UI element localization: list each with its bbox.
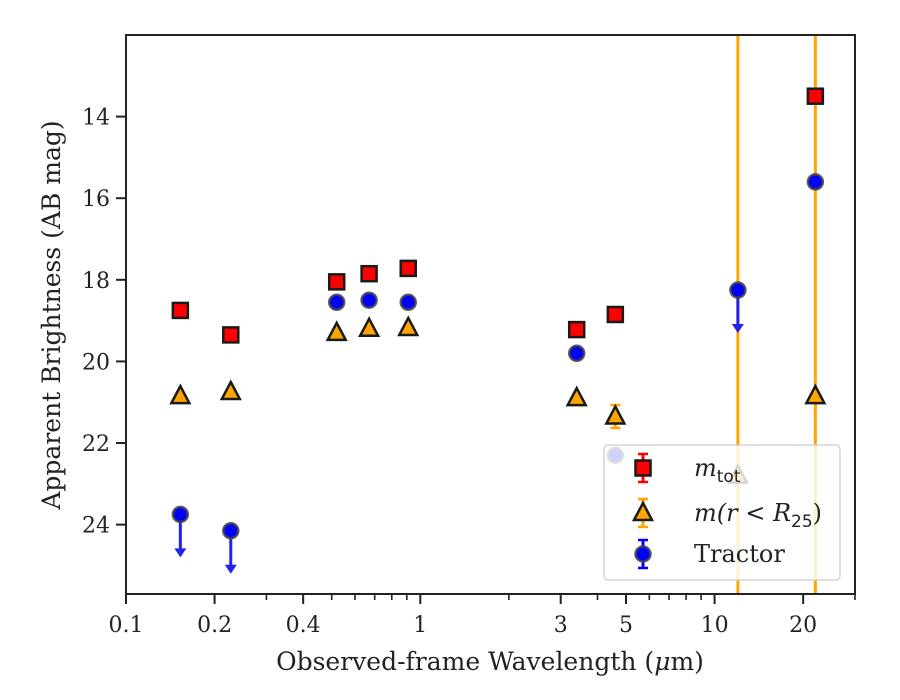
m_r25-point-0 [169,383,192,405]
legend-label-main-0: m [694,454,717,482]
y-tick-label-3: 20 [82,350,110,375]
legend: mtot m(r < R25) Tractor [603,444,841,581]
m_tot-point-0 [171,301,190,320]
legend-entry-0: mtot [634,452,741,487]
legend-label-0: mtot [694,454,741,487]
legend-entry-2: Tractor [634,538,785,570]
x-tick-label-7: 20 [789,613,817,638]
y-tick-label-1: 16 [82,187,110,212]
legend-label-rest-1: ) [813,499,822,527]
tractor-point-3 [360,291,378,309]
x-tick-label-6: 10 [701,613,729,638]
legend-label-rest-2: Tractor [694,540,785,568]
tractor-point-4 [399,293,417,312]
tractor-point-8 [806,173,825,191]
m_tot-point-6 [606,305,625,324]
m_r25-point-4 [397,315,420,337]
legend-marker-0 [634,459,652,477]
x-tick-label-2: 0.4 [286,613,321,638]
legend-marker-2 [634,545,652,563]
x-axis-title: Observed-frame Wavelength (μm) [276,647,704,676]
tractor-point-2 [327,293,346,312]
m_tot-point-2 [327,273,346,291]
y-axis-title: Apparent Brightness (AB mag) [37,120,66,510]
tractor-limit-arrow-1 [224,564,237,574]
tractor-point-7 [729,281,747,299]
legend-label-main-1: m(r < R [694,499,791,527]
x-tick-label-4: 3 [554,613,568,638]
legend-label-2: Tractor [694,540,785,568]
m_r25-point-3 [358,316,381,338]
tractor-limit-arrow-0 [174,548,187,558]
data-layer [169,35,827,594]
y-tick-label-5: 24 [82,514,110,539]
series-m_tot [171,87,825,344]
x-tick-label-0: 0.1 [109,613,144,638]
legend-label-sub-1: 25 [791,512,813,532]
legend-label-sub-0: tot [717,467,741,487]
m_tot-point-1 [222,326,240,344]
tractor-point-5 [567,344,586,363]
x-tick-label-1: 0.2 [197,613,232,638]
legend-marker-1 [631,500,655,522]
tractor-point-0 [171,505,190,524]
y-tick-label-4: 22 [82,432,110,457]
y-tick-label-2: 18 [82,269,110,294]
m_r25-point-5 [565,385,588,407]
tractor-limit-arrow-7 [731,324,744,334]
m_tot-point-7 [806,87,825,105]
plot-frame [125,34,856,595]
m_r25-point-2 [325,320,348,342]
tractor-point-1 [222,522,240,540]
m_tot-point-3 [360,264,378,283]
x-tick-label-3: 1 [413,613,427,638]
y-tick-label-0: 14 [82,106,110,131]
legend-entry-1: m(r < R25) [631,497,822,532]
legend-box [603,444,841,581]
x-tick-label-5: 5 [619,613,633,638]
legend-label-1: m(r < R25) [694,499,822,532]
m_r25-point-8 [804,383,827,405]
m_r25-point-6 [604,403,627,425]
y-axis: 14 16 18 20 22 24 [82,106,126,539]
m_tot-point-5 [567,320,586,339]
m_r25-point-1 [219,379,242,401]
x-axis: 0.1 0.2 0.4 1 3 5 10 20 [109,594,856,638]
m_tot-point-4 [399,259,417,278]
